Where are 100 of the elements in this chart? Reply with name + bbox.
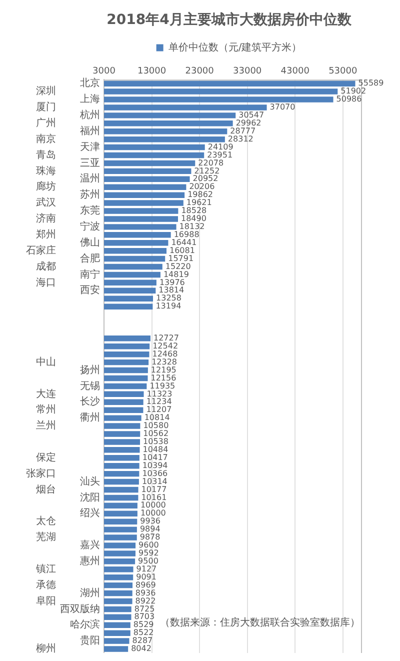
data-label: 16081 bbox=[170, 246, 195, 255]
y-tick-label: 深圳 bbox=[36, 85, 56, 98]
data-label: 10177 bbox=[141, 484, 167, 494]
data-label: 9592 bbox=[138, 548, 159, 558]
y-tick-label: 镇江 bbox=[35, 562, 56, 575]
data-label: 8922 bbox=[135, 596, 156, 606]
y-tick-label: 郑州 bbox=[36, 228, 56, 240]
y-tick-label: 南宁 bbox=[80, 268, 100, 280]
y-tick-label: 大连 bbox=[36, 388, 56, 400]
data-label: 12195 bbox=[150, 365, 176, 374]
data-label: 16988 bbox=[174, 230, 200, 239]
data-label: 16441 bbox=[171, 238, 197, 247]
y-tick-label: 温州 bbox=[80, 172, 100, 185]
chart-title: 2018年4月主要城市大数据房价中位数 bbox=[106, 11, 352, 28]
data-label: 8703 bbox=[134, 612, 155, 622]
data-label: 8522 bbox=[133, 628, 154, 638]
y-tick-label: 嘉兴 bbox=[80, 539, 100, 552]
y-tick-label: 贵阳 bbox=[80, 634, 100, 647]
data-label: 10484 bbox=[142, 445, 168, 454]
y-tick-label: 海口 bbox=[36, 276, 56, 288]
data-label: 20206 bbox=[189, 182, 215, 192]
y-tick-label: 青岛 bbox=[36, 148, 56, 161]
data-label: 10314 bbox=[142, 476, 168, 486]
data-label: 30547 bbox=[238, 110, 264, 120]
data-label: 9600 bbox=[138, 540, 159, 550]
data-label: 10161 bbox=[141, 492, 167, 502]
data-label: 19862 bbox=[188, 190, 214, 200]
y-tick-label: 珠海 bbox=[36, 164, 56, 177]
y-tick-label: 承德 bbox=[36, 580, 56, 591]
y-tick-label: 柳州 bbox=[36, 642, 56, 655]
data-label: 8042 bbox=[131, 644, 152, 654]
y-tick-label: 保定 bbox=[36, 451, 56, 464]
data-label: 9894 bbox=[140, 524, 160, 534]
y-tick-label: 宁波 bbox=[80, 220, 100, 233]
y-tick-label: 汕头 bbox=[80, 475, 100, 488]
data-label: 8287 bbox=[132, 636, 153, 646]
data-label: 12727 bbox=[153, 334, 179, 343]
data-label: 21252 bbox=[194, 166, 220, 176]
x-tick-label: 33000 bbox=[233, 66, 262, 77]
y-tick-label: 惠州 bbox=[79, 555, 100, 568]
data-label: 12542 bbox=[152, 341, 178, 350]
y-tick-label: 西安 bbox=[80, 284, 100, 296]
data-label: 12156 bbox=[150, 373, 176, 382]
y-tick-label: 衢州 bbox=[80, 412, 100, 424]
data-label: 18490 bbox=[181, 214, 206, 224]
data-label: 15791 bbox=[168, 254, 194, 263]
data-label: 28312 bbox=[228, 134, 254, 144]
data-label: 8936 bbox=[135, 588, 156, 598]
y-tick-label: 无锡 bbox=[80, 380, 100, 392]
data-label: 9878 bbox=[140, 532, 160, 542]
data-label: 10580 bbox=[143, 421, 169, 430]
y-tick-label: 阜阳 bbox=[36, 594, 56, 607]
data-label: 20952 bbox=[192, 174, 218, 184]
data-label: 9500 bbox=[138, 556, 158, 566]
data-label: 51902 bbox=[340, 86, 366, 96]
x-tick-label: 3000 bbox=[92, 66, 116, 77]
y-tick-label: 佛山 bbox=[80, 236, 100, 248]
y-tick-label: 烟台 bbox=[36, 483, 56, 496]
data-label: 11234 bbox=[146, 397, 172, 406]
data-label: 13814 bbox=[158, 286, 184, 295]
y-tick-label: 上海 bbox=[80, 93, 100, 106]
y-tick-label: 湖州 bbox=[80, 586, 100, 599]
annotation: （数据来源：住房大数据联合实验室数据库） bbox=[160, 616, 360, 629]
data-label: 22078 bbox=[198, 158, 224, 168]
x-tick-label: 43000 bbox=[280, 66, 310, 77]
y-tick-label: 廊坊 bbox=[36, 180, 56, 193]
data-label: 24109 bbox=[208, 142, 234, 152]
data-label: 10417 bbox=[142, 452, 168, 462]
data-label: 13194 bbox=[156, 302, 182, 311]
y-tick-label: 太仓 bbox=[36, 515, 56, 528]
y-tick-label: 石家庄 bbox=[26, 244, 56, 256]
y-tick-label: 福州 bbox=[80, 124, 100, 137]
x-tick-label: 23000 bbox=[185, 66, 214, 77]
data-label: 9936 bbox=[140, 516, 160, 526]
y-tick-label: 兰州 bbox=[36, 420, 56, 432]
y-tick-label: 中山 bbox=[36, 356, 56, 368]
y-tick-label: 武汉 bbox=[36, 196, 56, 209]
legend-label: 单价中位数（元/建筑平方米） bbox=[168, 41, 302, 54]
data-label: 10538 bbox=[143, 437, 168, 446]
data-label: 10000 bbox=[140, 500, 166, 510]
data-label: 14819 bbox=[163, 270, 189, 279]
data-label: 15220 bbox=[165, 262, 191, 271]
y-tick-label: 扬州 bbox=[80, 364, 100, 376]
data-label: 10000 bbox=[140, 508, 166, 518]
data-label: 11323 bbox=[146, 389, 172, 398]
data-label: 23951 bbox=[207, 150, 233, 160]
x-tick-label: 13000 bbox=[137, 66, 166, 77]
data-label: 12328 bbox=[152, 357, 178, 366]
y-tick-label: 南京 bbox=[36, 132, 56, 145]
y-tick-label: 三亚 bbox=[80, 158, 100, 169]
y-tick-label: 芜湖 bbox=[36, 531, 56, 544]
y-tick-label: 厦门 bbox=[36, 101, 56, 114]
data-label: 9127 bbox=[136, 564, 157, 574]
y-tick-label: 沈阳 bbox=[80, 491, 100, 504]
y-tick-label: 张家口 bbox=[26, 467, 56, 480]
data-label: 19621 bbox=[186, 198, 212, 208]
data-label: 13976 bbox=[159, 278, 185, 287]
data-label: 9091 bbox=[136, 572, 156, 582]
data-label: 50986 bbox=[336, 94, 362, 104]
data-label: 10394 bbox=[142, 460, 168, 470]
